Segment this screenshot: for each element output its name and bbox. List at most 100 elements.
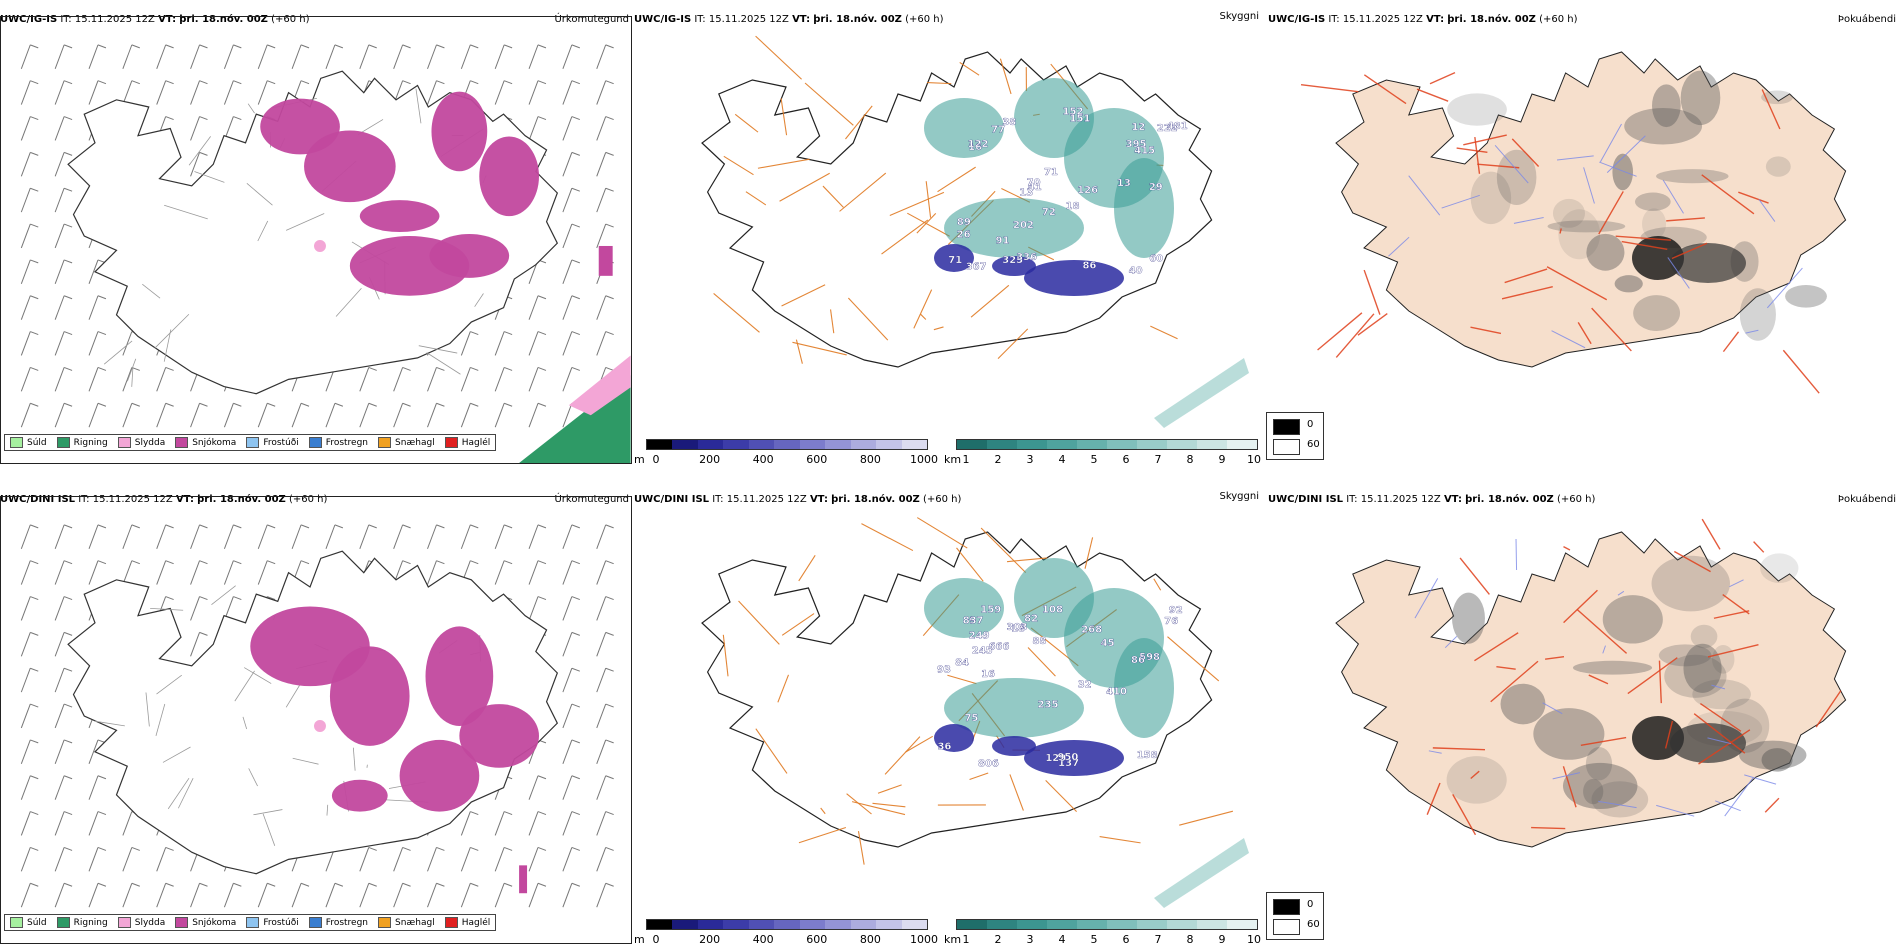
wind-barb [20,524,39,549]
fog-index-area [1585,747,1613,781]
wind-barb [427,80,445,105]
fog-index-area [1670,243,1746,283]
legend-label: Frostregn [325,437,369,448]
wind-barb [291,402,310,428]
wind-barb [156,80,174,105]
colorbar-tick: 0 [652,933,660,946]
wind-barb [223,524,242,549]
colorbar-cell [748,440,775,449]
wind-barb [20,811,39,836]
wind-barb [54,44,73,69]
snow-area [479,136,539,217]
fog-index-area [1558,209,1601,260]
snow-area [598,245,613,276]
cloud-area [1114,638,1174,738]
colorbar-cell [647,920,673,929]
wind-barb [562,151,580,177]
cloud-base-label: 12 [1131,122,1145,133]
wind-barb [596,596,614,621]
colorbar-cells [956,919,1258,930]
wind-barb [223,44,242,69]
cloud-base-label: 151 [1070,114,1091,125]
colorbar-cell [799,440,826,449]
cloud-base-label: 60 [1149,254,1163,265]
wind-barb [562,703,580,729]
cloud-base-label: 481 [1167,121,1188,132]
wind-barb [88,846,107,872]
colorbar-tick: 7 [1154,453,1162,466]
precip-legend: Súld Rigning Slydda Snjókoma Frostúði Frostre… [4,434,497,451]
fog-index-area [1739,740,1807,770]
fog-legend-label: 0 [1307,899,1314,910]
colorbar-tick: 200 [699,933,721,946]
wind-barb [528,596,547,621]
wind-barb [562,631,580,657]
visibility-title: Skyggni [1219,11,1259,22]
fog-index-area [1451,592,1485,644]
colorbar-cell [876,920,902,929]
rivers [1388,123,1803,349]
wind-barb [223,80,242,105]
wind-barb [596,846,614,872]
cloud-base-label: 82 [1024,614,1038,625]
legend-item: Haglél [444,917,490,928]
colorbar-tick: 6 [1122,933,1130,946]
wind-barb [54,259,73,284]
snow-area [425,626,494,726]
wind-barb [190,151,208,177]
legend-label: Frostúði [263,917,299,928]
colorbar-cell [1197,920,1227,929]
wind-barb [190,631,208,657]
wind-barb [562,667,580,693]
fog-index-area [1500,683,1546,725]
roads [1300,71,1820,394]
low-cloud-areas [934,724,1124,776]
colorbar-cell [723,440,749,449]
cloud-base-label: 222 [1157,123,1178,134]
colorbar-unit: km [944,453,962,466]
precip-type-map [0,496,632,944]
cloud-panel-row2: UWC/DINI ISL IT: 15.11.2025 12Z VT: þri.… [634,491,1264,946]
colorbar-cell [799,920,826,929]
wind-barb [20,739,39,764]
fog-index-area [1591,781,1649,818]
colorbar-tick: 3 [1026,933,1034,946]
cloud-base-label: 235 [1038,699,1059,710]
legend-item: Rigning [56,437,108,448]
wind-barb [325,524,344,549]
cloud-base-label: 86 [1131,655,1145,666]
wind-barb [460,402,479,428]
fog-index-area [1446,756,1507,804]
sleet-area [568,355,631,416]
colorbar-cell [647,440,673,449]
wind-barb [427,882,445,908]
snow-area [329,646,410,746]
cloud-base-label: 367 [966,262,987,273]
cloud-area [924,98,1004,158]
legend-swatch [444,437,458,448]
colorbar-tick: 8 [1186,933,1194,946]
wind-barb [54,116,73,141]
wind-barb [223,882,242,908]
wind-barb [54,775,73,800]
wind-barb [122,882,140,908]
wind-barb [359,846,377,872]
wind-barb [88,775,107,800]
sleet-area [314,720,326,732]
colorbar-cell [748,920,775,929]
colorbar-tick: 4 [1058,453,1066,466]
wind-barb [291,524,310,549]
precip-panel-row1: UWC/IG-IS IT: 15.11.2025 12Z VT: þri. 18… [0,14,632,464]
cloud-base-label: 77 [991,125,1005,136]
fog-index-area [1634,192,1671,211]
wind-barb [54,846,73,872]
legend-item: Slydda [117,437,165,448]
colorbar-cell [1227,920,1257,929]
colorbar-cell [957,920,987,929]
wind-barb [359,882,377,908]
wind-barb [528,331,547,356]
colorbar-tick: 10 [1247,933,1261,946]
colorbar-cell [901,440,927,449]
low-cloud-area [1024,740,1124,776]
